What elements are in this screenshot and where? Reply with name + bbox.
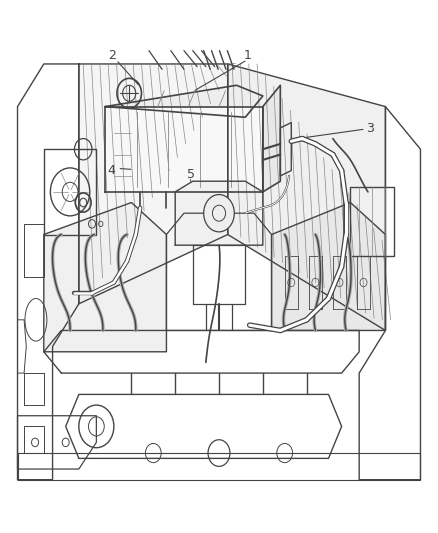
Text: 3: 3 <box>366 123 374 135</box>
Text: 5: 5 <box>187 168 194 181</box>
Text: 1: 1 <box>244 50 251 62</box>
Polygon shape <box>272 203 385 330</box>
Text: 2: 2 <box>108 50 116 62</box>
Polygon shape <box>105 85 263 117</box>
Polygon shape <box>175 181 263 245</box>
Polygon shape <box>263 85 280 192</box>
Polygon shape <box>105 107 263 192</box>
Polygon shape <box>44 203 166 352</box>
Polygon shape <box>79 64 228 304</box>
Circle shape <box>204 195 234 232</box>
Polygon shape <box>228 64 385 330</box>
Text: 4: 4 <box>108 164 116 177</box>
